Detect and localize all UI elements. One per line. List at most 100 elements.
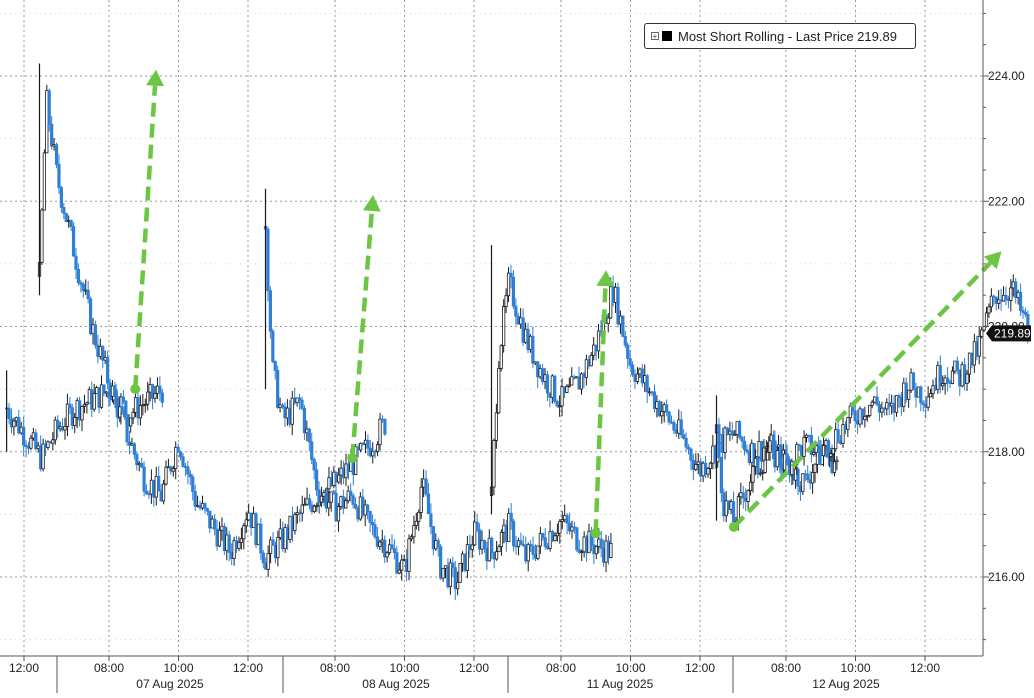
candle-body (875, 396, 879, 405)
candle-body (512, 520, 516, 547)
candle-body (553, 535, 557, 542)
candle-body (390, 544, 394, 550)
candle-body (682, 434, 686, 439)
candle-body (570, 376, 574, 386)
candle-body (153, 392, 157, 399)
candle-body (138, 405, 143, 419)
candle-body (157, 475, 161, 492)
candle-body (785, 453, 789, 461)
candle-body (186, 466, 190, 475)
candle-body (280, 404, 285, 408)
legend-toggle-icon[interactable]: + (651, 32, 659, 41)
candle-body (575, 527, 579, 551)
candle-body (76, 268, 81, 284)
last-price-tag-bg (986, 325, 1031, 342)
candle-body (101, 346, 105, 361)
candle-body (553, 375, 557, 402)
candle-body (160, 392, 164, 403)
candle-body (980, 329, 984, 337)
annotation-arrow-head (596, 270, 615, 287)
annotation-layer (130, 69, 1002, 539)
candle-body (473, 521, 477, 546)
candle-body (826, 440, 830, 457)
candle-body (1009, 287, 1013, 301)
candle-body (366, 439, 370, 449)
candle-body (53, 419, 57, 441)
candle-body (135, 453, 139, 466)
candle-body (694, 464, 698, 470)
candle-body (667, 411, 671, 423)
candle-body (40, 209, 44, 263)
candle-body (846, 417, 850, 430)
candle-body (506, 272, 511, 297)
candle-body (977, 335, 981, 357)
candle-body (121, 396, 125, 402)
candle-body (841, 424, 845, 444)
candle-body (232, 540, 236, 560)
candle-body (806, 473, 810, 481)
legend-swatch (662, 31, 672, 41)
x-tick-label: 08:00 (546, 661, 576, 675)
candle-body (74, 255, 78, 270)
candle-body (928, 393, 933, 398)
candle-body (268, 290, 272, 332)
y-tick-label: 216.00 (988, 570, 1025, 584)
candle-body (176, 446, 180, 453)
candle-body (456, 581, 460, 590)
candle-body (609, 543, 613, 558)
candle-body (458, 562, 462, 583)
candle-body (293, 514, 297, 532)
candle-body (366, 504, 370, 512)
candle-body (370, 521, 375, 526)
candle-body (113, 385, 117, 398)
candle-body (205, 508, 209, 512)
candle-body (555, 401, 559, 407)
candle-body (54, 144, 59, 165)
candle-body (239, 538, 243, 543)
candle-body (731, 501, 736, 523)
candle-body (86, 289, 90, 300)
candle-body (142, 466, 146, 492)
candle-body (123, 410, 127, 418)
candle-body (59, 187, 63, 208)
candle-body (686, 446, 691, 450)
candle-body (719, 457, 723, 494)
annotation-arrow (590, 270, 615, 539)
candle-body (271, 539, 275, 546)
candle-body (470, 544, 474, 550)
candle-body (584, 359, 588, 378)
candle-body (531, 545, 535, 555)
candle-body (193, 491, 197, 507)
candle-body (465, 544, 469, 571)
candle-body (635, 373, 640, 382)
candle-body (344, 500, 348, 509)
date-label: 12 Aug 2025 (812, 677, 880, 691)
candle-body (150, 384, 155, 399)
candle-body (831, 448, 835, 455)
candle-body (439, 546, 443, 579)
candle-body (276, 536, 280, 559)
candle-body (419, 486, 423, 513)
candle-body (329, 491, 333, 503)
candle-body (741, 492, 745, 499)
y-tick-label: 224.00 (988, 69, 1025, 83)
candle-body (217, 529, 222, 547)
date-label: 08 Aug 2025 (362, 677, 430, 691)
annotation-arrow-origin (728, 521, 739, 532)
candle-body (565, 385, 569, 393)
candle-body (672, 422, 676, 431)
candle-body (521, 543, 525, 546)
candle-body (81, 283, 85, 292)
candle-body (748, 481, 753, 492)
candle-body (494, 551, 499, 560)
candle-body (594, 545, 598, 555)
candle-body (12, 420, 16, 428)
candle-body (132, 443, 136, 455)
legend[interactable]: + Most Short Rolling - Last Price 219.89 (644, 23, 916, 49)
candle-body (989, 295, 993, 308)
candle-body (63, 426, 67, 431)
candle-body (164, 466, 168, 485)
y-tick-label: 222.00 (988, 194, 1025, 208)
